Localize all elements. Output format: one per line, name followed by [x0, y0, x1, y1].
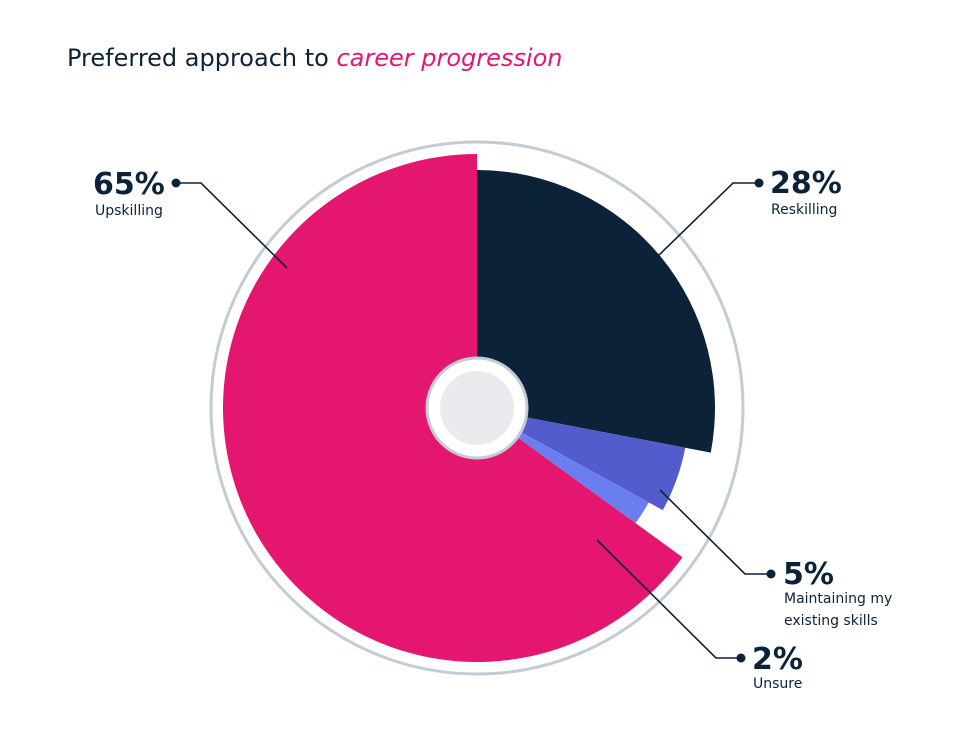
leader-reskilling-dot	[754, 178, 764, 188]
leader-unsure-line	[596, 539, 741, 659]
leader-unsure-dot	[736, 653, 746, 663]
label-text-unsure: Unsure	[753, 676, 803, 692]
slice-reskilling	[477, 170, 715, 453]
leader-upskilling-line	[176, 182, 288, 269]
chart-title-highlight: career progression	[336, 44, 563, 72]
leader-upskilling-dot	[171, 178, 181, 188]
leader-maintaining-line	[659, 489, 771, 575]
label-text-reskilling: Reskilling	[771, 202, 838, 218]
slice-unsure	[477, 408, 649, 524]
outer-ring	[209, 140, 745, 676]
label-text-upskilling: Upskilling	[95, 203, 163, 219]
leader-reskilling-line	[657, 182, 759, 257]
label-text-maintaining: Maintaining my existing skills	[784, 591, 893, 629]
chart-title: Preferred approach to career progression	[67, 44, 563, 72]
slice-maintaining-my-existing-skills	[477, 408, 686, 511]
chart-title-prefix: Preferred approach to	[67, 44, 329, 72]
center-hole	[440, 371, 514, 445]
label-value-upskilling: 65%	[93, 167, 165, 202]
label-value-unsure: 2%	[752, 642, 803, 677]
label-value-maintaining: 5%	[783, 557, 834, 592]
label-value-reskilling: 28%	[770, 166, 842, 201]
leader-maintaining-dot	[766, 569, 776, 579]
